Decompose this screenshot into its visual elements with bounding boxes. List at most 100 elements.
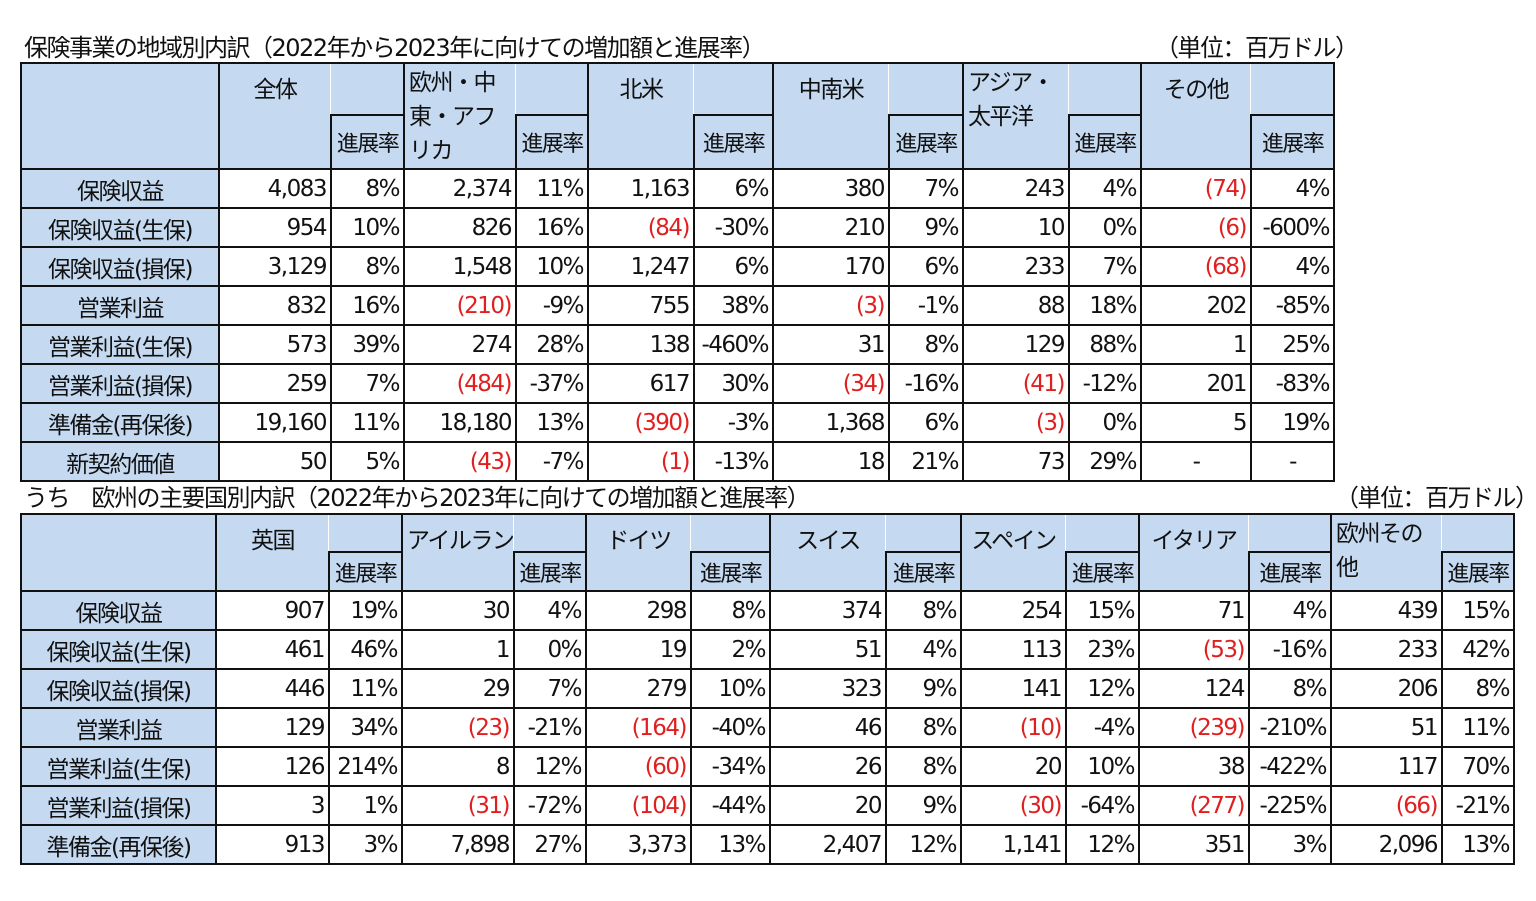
amount-cell: (3): [962, 402, 1070, 443]
progress-rate-cell: -3%: [693, 402, 774, 443]
progress-rate-cell: 25%: [1250, 324, 1335, 365]
amount-cell: 3: [215, 785, 330, 826]
row-label: 保険収益(生保): [20, 629, 217, 670]
progress-rate-cell: 9%: [885, 668, 962, 709]
progress-rate-cell: 11%: [1441, 707, 1515, 748]
progress-rate-cell: 4%: [885, 629, 962, 670]
row-label: 営業利益(損保): [20, 785, 217, 826]
amount-cell: 374: [769, 590, 887, 631]
amount-cell: 46: [769, 707, 887, 748]
amount-cell: 20: [769, 785, 887, 826]
progress-rate-cell: 39%: [330, 324, 405, 365]
progress-rate-cell: 2%: [690, 629, 771, 670]
amount-cell: 274: [403, 324, 517, 365]
progress-rate-cell: 3%: [328, 824, 403, 865]
progress-rate-cell: 4%: [1250, 246, 1335, 287]
header-spacer: [889, 61, 964, 117]
progress-rate-cell: 6%: [888, 246, 964, 287]
corner-header: [20, 513, 217, 592]
progress-rate-cell: 8%: [1441, 668, 1515, 709]
header-spacer: [331, 61, 405, 117]
amount-cell: (1): [587, 441, 695, 482]
amount-cell: 30: [401, 590, 515, 631]
amount-cell: (41): [962, 363, 1070, 404]
amount-cell: (3): [772, 285, 890, 326]
table-row: 営業利益(損保) 259 7% (484) -37% 617 30% (34) -16% (41)…: [20, 363, 1335, 404]
region-header: 全体: [218, 62, 331, 170]
amount-cell: 129: [215, 707, 330, 748]
amount-cell: (74): [1140, 168, 1252, 209]
progress-rate-cell: 12%: [885, 824, 962, 865]
amount-cell: 254: [960, 590, 1067, 631]
amount-cell: 279: [585, 668, 692, 709]
progress-rate-cell: 8%: [1248, 668, 1332, 709]
row-label: 保険収益(損保): [20, 668, 217, 709]
amount-cell: 2,096: [1330, 824, 1443, 865]
amount-cell: (10): [960, 707, 1067, 748]
progress-rate-cell: 28%: [515, 324, 589, 365]
progress-rate-cell: 12%: [1065, 668, 1140, 709]
progress-rate-cell: 7%: [888, 168, 964, 209]
amount-cell: 73: [962, 441, 1070, 482]
progress-rate-cell: 27%: [513, 824, 587, 865]
progress-rate-header: 進展率: [690, 551, 771, 592]
progress-rate-cell: 9%: [888, 207, 964, 248]
amount-cell: -: [1140, 441, 1252, 482]
amount-cell: (53): [1138, 629, 1250, 670]
amount-cell: (30): [960, 785, 1067, 826]
progress-rate-header: 進展率: [515, 114, 589, 170]
progress-rate-header: 進展率: [1250, 114, 1335, 170]
progress-rate-cell: 38%: [693, 285, 774, 326]
table-row: 保険収益 907 19% 30 4% 298 8% 374 8% 254 15% 71 4% 439 15%: [20, 590, 1515, 631]
progress-rate-cell: 11%: [328, 668, 403, 709]
progress-rate-cell: 8%: [888, 324, 964, 365]
progress-rate-cell: 19%: [1250, 402, 1335, 443]
progress-rate-cell: 3%: [1248, 824, 1332, 865]
region-header: 北米: [587, 62, 694, 170]
amount-cell: 1,368: [772, 402, 890, 443]
table2-unit: （単位：百万ドル）: [1335, 484, 1536, 512]
row-label: 新契約価値: [20, 441, 220, 482]
amount-cell: 18,180: [403, 402, 517, 443]
progress-rate-cell: 70%: [1441, 746, 1515, 787]
progress-rate-cell: 9%: [885, 785, 962, 826]
progress-rate-cell: 12%: [1065, 824, 1140, 865]
row-label: 営業利益: [20, 285, 220, 326]
progress-rate-cell: 21%: [888, 441, 964, 482]
amount-cell: 913: [215, 824, 330, 865]
progress-rate-cell: 0%: [1068, 207, 1142, 248]
row-label: 保険収益(損保): [20, 246, 220, 287]
progress-rate-header: 進展率: [693, 114, 774, 170]
amount-cell: 29: [401, 668, 515, 709]
progress-rate-cell: 10%: [330, 207, 405, 248]
region-header: 欧州・中東・アフリカ: [403, 62, 516, 170]
progress-rate-cell: 4%: [513, 590, 587, 631]
table2-title: うち 欧州の主要国別内訳（2022年から2023年に向けての増加額と進展率）: [24, 484, 811, 512]
table-row: 保険収益 4,083 8% 2,374 11% 1,163 6% 380 7% 243 4% (74)…: [20, 168, 1335, 209]
progress-rate-cell: -37%: [515, 363, 589, 404]
amount-cell: 259: [218, 363, 332, 404]
amount-cell: 138: [587, 324, 695, 365]
progress-rate-header: 進展率: [885, 551, 962, 592]
progress-rate-cell: 0%: [513, 629, 587, 670]
progress-rate-cell: -40%: [690, 707, 771, 748]
progress-rate-cell: 8%: [885, 590, 962, 631]
region-header: スペイン: [960, 513, 1066, 592]
amount-cell: 1,141: [960, 824, 1067, 865]
amount-cell: 4,083: [218, 168, 332, 209]
progress-rate-cell: 7%: [513, 668, 587, 709]
progress-rate-cell: 42%: [1441, 629, 1515, 670]
progress-rate-cell: -460%: [693, 324, 774, 365]
amount-cell: 206: [1330, 668, 1443, 709]
progress-rate-cell: -4%: [1065, 707, 1140, 748]
region-header: スイス: [769, 513, 886, 592]
progress-rate-header: 進展率: [1441, 551, 1515, 592]
amount-cell: 573: [218, 324, 332, 365]
progress-rate-cell: 11%: [330, 402, 405, 443]
progress-rate-cell: 5%: [330, 441, 405, 482]
amount-cell: 210: [772, 207, 890, 248]
progress-rate-cell: 6%: [693, 168, 774, 209]
amount-cell: 1: [401, 629, 515, 670]
progress-rate-header: 進展率: [330, 114, 405, 170]
